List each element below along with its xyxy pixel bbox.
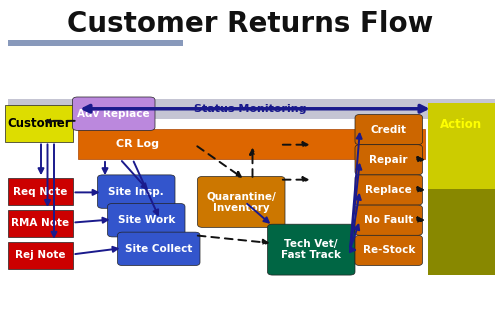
FancyBboxPatch shape [8,210,72,237]
Text: Site Collect: Site Collect [125,244,192,254]
Text: Status Monitoring: Status Monitoring [194,104,306,114]
Bar [78,129,425,159]
Text: Quarantine/
Inventory: Quarantine/ Inventory [206,191,276,213]
Text: Credit: Credit [371,125,407,135]
FancyBboxPatch shape [268,224,355,275]
Text: Site Work: Site Work [118,215,175,225]
Text: Adv Replace: Adv Replace [78,109,150,119]
Text: Repair: Repair [370,155,408,165]
Text: Site Insp.: Site Insp. [108,187,164,197]
FancyBboxPatch shape [8,242,72,269]
FancyBboxPatch shape [108,204,185,237]
Text: Rej Note: Rej Note [15,250,65,260]
Text: Replace: Replace [366,185,412,195]
Text: No Fault: No Fault [364,215,414,225]
Text: Re-Stock: Re-Stock [362,245,415,255]
FancyBboxPatch shape [5,105,72,142]
Bar [8,40,182,46]
FancyBboxPatch shape [355,205,422,235]
Text: Customer Returns Flow: Customer Returns Flow [67,10,433,38]
Text: Tech Vet/
Fast Track: Tech Vet/ Fast Track [281,239,341,260]
FancyBboxPatch shape [72,97,155,130]
FancyBboxPatch shape [198,176,285,227]
FancyBboxPatch shape [98,175,175,208]
Text: RMA Note: RMA Note [11,218,69,228]
FancyBboxPatch shape [118,232,200,266]
Bar [428,103,495,189]
Text: Action: Action [440,118,482,130]
Text: Req Note: Req Note [13,187,67,197]
FancyBboxPatch shape [355,175,422,205]
FancyBboxPatch shape [355,114,422,145]
Bar [8,99,495,119]
FancyBboxPatch shape [8,178,72,205]
Text: CR Log: CR Log [116,139,159,149]
FancyBboxPatch shape [355,235,422,266]
FancyBboxPatch shape [355,145,422,175]
Text: Customer: Customer [7,117,70,130]
Bar [428,189,495,275]
